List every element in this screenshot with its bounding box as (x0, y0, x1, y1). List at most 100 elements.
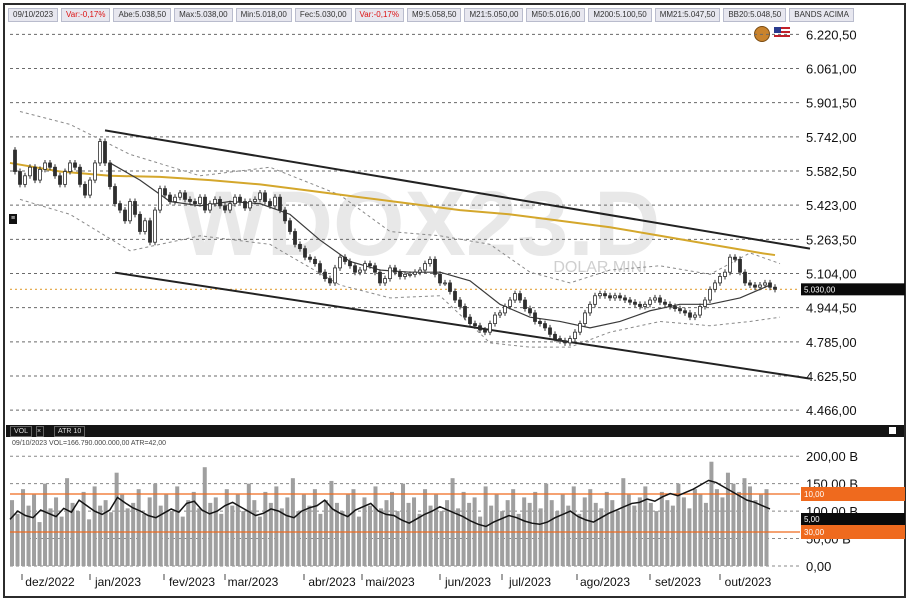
candle-body (513, 293, 517, 301)
candle-body (623, 297, 627, 301)
volume-bar (92, 486, 97, 566)
volume-bar (32, 494, 37, 566)
candle-body (383, 278, 387, 284)
volume-bar (164, 494, 169, 566)
candle-body (283, 209, 287, 222)
volume-bar (698, 494, 703, 566)
volume-bar (153, 483, 158, 566)
volume-bar (263, 491, 268, 566)
sub-y-tick-label: 200,00 B (806, 449, 858, 464)
candle-body (753, 284, 757, 288)
volume-bar (494, 494, 499, 566)
quote-cell: Var:-0,17% (354, 8, 404, 22)
candle-body (398, 271, 402, 277)
volume-bar (197, 508, 202, 566)
candle-body (743, 271, 747, 284)
candle-body (588, 303, 592, 314)
candle-body (488, 323, 492, 333)
candle-body (523, 299, 527, 310)
candle-body (438, 273, 442, 284)
volume-bar (48, 508, 53, 566)
candle-body (153, 209, 157, 243)
tab-vol[interactable]: VOL (10, 426, 33, 437)
candle-body (408, 273, 412, 276)
volume-bar (202, 467, 207, 566)
candle-body (223, 205, 227, 211)
channel-lower-line (114, 271, 811, 380)
volume-bar (560, 494, 565, 566)
volume-bar (505, 500, 510, 566)
close-icon[interactable]: × (36, 426, 44, 437)
candle-body (243, 201, 247, 209)
volume-bar (169, 511, 174, 566)
candle-body (118, 203, 122, 211)
quote-cell: BB20:5.048,50 (723, 8, 787, 22)
volume-bar (274, 486, 279, 566)
volume-bar (742, 478, 747, 566)
candle-body (668, 303, 672, 307)
candle-body (653, 297, 657, 301)
candle-body (193, 201, 197, 205)
volume-bar (87, 519, 92, 566)
volume-bar (626, 494, 631, 566)
volume-bar (268, 502, 273, 566)
x-tick-label: fev/2023 (169, 575, 215, 589)
candle-body (578, 323, 582, 333)
volume-bar (615, 511, 620, 566)
volume-bar (401, 483, 406, 566)
candle-body (508, 299, 512, 307)
volume-bar (406, 502, 411, 566)
candle-body (563, 340, 567, 344)
volume-bar (725, 472, 730, 566)
volume-bar (175, 486, 180, 566)
candle-body (643, 303, 647, 307)
candle-body (268, 201, 272, 207)
volume-bar (516, 513, 521, 566)
candle-body (768, 282, 772, 288)
candle-body (298, 243, 302, 250)
candle-body (618, 295, 622, 299)
tab-atr[interactable]: ATR 10 (54, 426, 86, 437)
candle-body (468, 316, 472, 325)
panel-separator: VOL × ATR 10 (6, 425, 904, 437)
volume-bar (230, 505, 235, 566)
x-tick-label: ago/2023 (580, 575, 630, 589)
band-tag-bg (801, 525, 905, 539)
candle-body (413, 271, 417, 275)
volume-bar (120, 494, 125, 566)
candle-body (228, 203, 232, 211)
candle-body (448, 282, 452, 292)
bollinger-bb_upper (19, 111, 781, 284)
candle-body (673, 306, 677, 310)
volume-bar (296, 511, 301, 566)
candle-body (88, 179, 92, 196)
volume-bar (367, 505, 372, 566)
candle-body (63, 171, 67, 185)
osc-tag-bg (801, 513, 905, 525)
candle-body (683, 310, 687, 314)
volume-bar (538, 508, 543, 566)
maximize-icon[interactable] (889, 427, 896, 434)
candle-body (183, 192, 187, 200)
candle-body (188, 198, 192, 202)
panel-marker[interactable]: ≡ (9, 214, 17, 224)
quote-cell: MM21:5.047,50 (654, 8, 721, 22)
candle-body (728, 256, 732, 273)
candle-body (543, 323, 547, 329)
volume-bar (753, 500, 758, 566)
volume-bar (26, 505, 31, 566)
x-tick-label: dez/2022 (25, 575, 75, 589)
x-tick-label: jan/2023 (94, 575, 141, 589)
candle-body (338, 256, 342, 269)
candle-body (598, 293, 602, 297)
volume-bar (665, 500, 670, 566)
candle-body (503, 306, 507, 314)
volume-bar (577, 513, 582, 566)
candle-body (628, 299, 632, 303)
candle-body (678, 308, 682, 312)
candle-body (593, 295, 597, 305)
candle-body (638, 303, 642, 307)
x-tick-label: out/2023 (725, 575, 772, 589)
candle-body (748, 282, 752, 286)
candle-body (378, 271, 382, 284)
